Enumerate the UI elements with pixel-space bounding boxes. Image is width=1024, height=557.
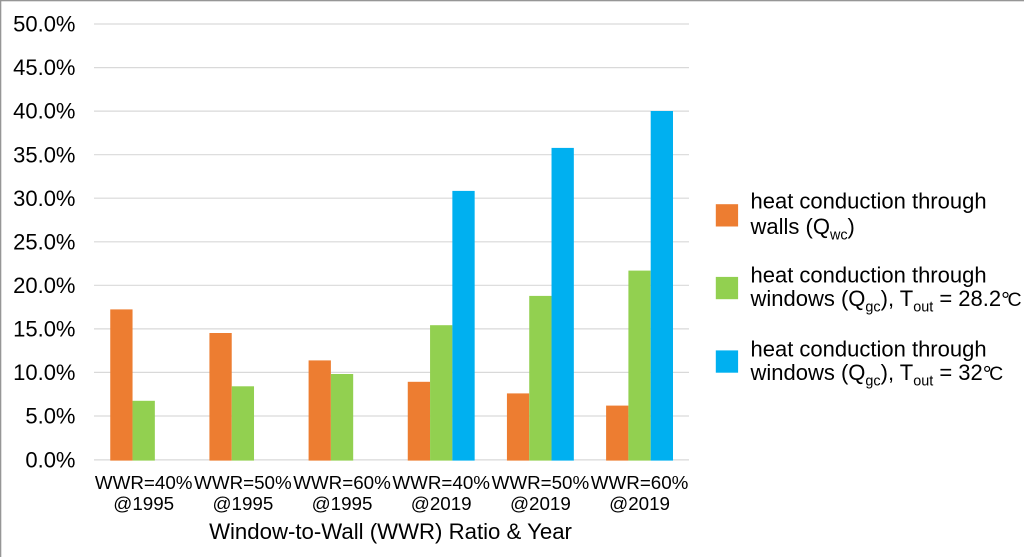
svg-text:WWR=60%: WWR=60% [293,472,391,493]
svg-text:0.0%: 0.0% [25,448,75,473]
svg-text:10.0%: 10.0% [13,360,75,385]
svg-text:@1995: @1995 [312,493,373,514]
svg-text:Window-to-Wall (WWR) Ratio & Y: Window-to-Wall (WWR) Ratio & Year [209,519,572,544]
svg-text:15.0%: 15.0% [13,317,75,342]
svg-text:windows (Qgc), Tout = 28.2°C: windows (Qgc), Tout = 28.2°C [750,286,1022,316]
svg-text:45.0%: 45.0% [13,55,75,80]
svg-text:40.0%: 40.0% [13,99,75,124]
svg-text:WWR=40%: WWR=40% [95,472,193,493]
svg-text:@1995: @1995 [212,493,273,514]
svg-text:WWR=60%: WWR=60% [591,472,689,493]
svg-text:@1995: @1995 [113,493,174,514]
svg-text:heat conduction through: heat conduction through [751,337,987,362]
svg-text:50.0%: 50.0% [13,12,75,37]
svg-text:WWR=50%: WWR=50% [492,472,590,493]
svg-text:heat conduction through: heat conduction through [751,189,987,214]
svg-text:heat conduction through: heat conduction through [751,262,987,287]
svg-text:5.0%: 5.0% [25,404,75,429]
svg-text:35.0%: 35.0% [13,142,75,167]
svg-text:@2019: @2019 [510,493,571,514]
svg-text:30.0%: 30.0% [13,186,75,211]
svg-text:@2019: @2019 [411,493,472,514]
svg-text:@2019: @2019 [609,493,670,514]
svg-text:25.0%: 25.0% [13,229,75,254]
svg-text:20.0%: 20.0% [13,273,75,298]
svg-text:WWR=50%: WWR=50% [194,472,292,493]
svg-text:WWR=40%: WWR=40% [392,472,490,493]
